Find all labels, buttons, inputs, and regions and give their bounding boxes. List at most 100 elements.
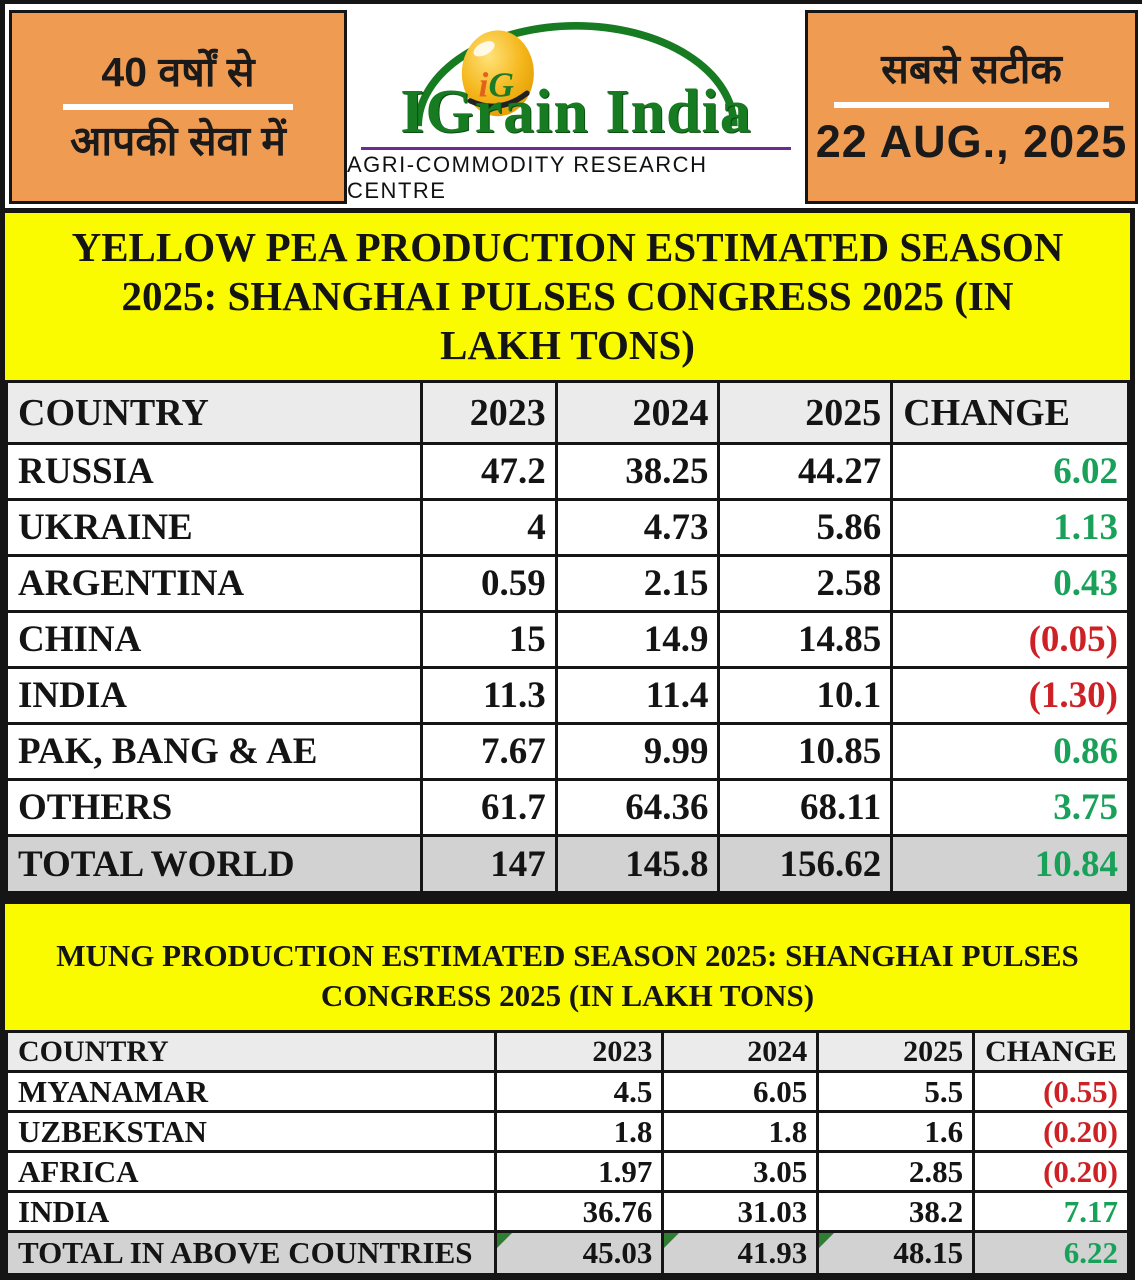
masthead: 40 वर्षों से आपकी सेवा में iG — [5, 4, 1142, 208]
mung-title-banner: MUNG PRODUCTION ESTIMATED SEASON 2025: S… — [5, 904, 1130, 1030]
brand-underline — [361, 146, 791, 150]
igrain-logo: iG IGrain India AGRI-COMMODITY RESEARCH … — [347, 10, 805, 204]
value-cell: 2.58 — [717, 554, 894, 613]
value-cell: 38.25 — [554, 442, 721, 501]
country-cell: TOTAL IN ABOVE COUNTRIES — [5, 1230, 498, 1276]
country-cell: UKRAINE — [5, 498, 424, 557]
table-row: UKRAINE 4 4.73 5.86 1.13 — [5, 498, 1130, 557]
change-cell: (0.20) — [972, 1110, 1130, 1153]
value-cell: 14.9 — [554, 610, 721, 669]
value-cell: 48.15 — [816, 1230, 976, 1276]
column-header-2024: 2024 — [554, 380, 721, 445]
value-cell: 1.6 — [816, 1110, 976, 1153]
change-cell: 3.75 — [890, 778, 1130, 837]
logo-monogram-i: i — [479, 65, 489, 104]
mung-table: COUNTRY 2023 2024 2025 CHANGE MYANAMAR 4.5 6.05… — [5, 1030, 1130, 1276]
table-row: MYANAMAR 4.5 6.05 5.5 (0.55) — [5, 1070, 1130, 1113]
country-cell: INDIA — [5, 666, 424, 725]
logo-arch-and-egg-icon: iG — [414, 21, 738, 127]
change-cell: (0.55) — [972, 1070, 1130, 1113]
value-cell: 2.15 — [554, 554, 721, 613]
issue-date: 22 AUG., 2025 — [815, 115, 1128, 167]
value-cell: 36.76 — [494, 1190, 665, 1233]
brand-tagline: AGRI-COMMODITY RESEARCH CENTRE — [347, 152, 708, 203]
country-cell: CHINA — [5, 610, 424, 669]
table-row: UZBEKSTAN 1.8 1.8 1.6 (0.20) — [5, 1110, 1130, 1153]
yellow-pea-section: YELLOW PEA PRODUCTION ESTIMATED SEASON 2… — [5, 208, 1135, 899]
value-cell: 145.8 — [554, 834, 721, 894]
masthead-left-box: 40 वर्षों से आपकी सेवा में — [9, 10, 347, 204]
value-cell: 38.2 — [816, 1190, 976, 1233]
country-cell: INDIA — [5, 1190, 498, 1233]
country-column-header: COUNTRY — [5, 1030, 498, 1073]
value-cell: 1.97 — [494, 1150, 665, 1193]
table-row: PAK, BANG & AE 7.67 9.99 10.85 0.86 — [5, 722, 1130, 781]
value-cell: 11.4 — [554, 666, 721, 725]
value-cell: 11.3 — [420, 666, 558, 725]
value-cell: 45.03 — [494, 1230, 665, 1276]
column-header-change: CHANGE — [972, 1030, 1130, 1073]
country-cell: ARGENTINA — [5, 554, 424, 613]
country-cell: PAK, BANG & AE — [5, 722, 424, 781]
country-column-header: COUNTRY — [5, 380, 424, 445]
value-cell: 6.05 — [661, 1070, 820, 1113]
change-cell: 7.17 — [972, 1190, 1130, 1233]
divider-line — [834, 101, 1109, 108]
value-cell: 1.8 — [661, 1110, 820, 1153]
table-row: AFRICA 1.97 3.05 2.85 (0.20) — [5, 1150, 1130, 1193]
table-row: ARGENTINA 0.59 2.15 2.58 0.43 — [5, 554, 1130, 613]
column-header-2023: 2023 — [420, 380, 558, 445]
header-row: COUNTRY 2023 2024 2025 CHANGE — [5, 1030, 1130, 1073]
change-cell: 6.22 — [972, 1230, 1130, 1276]
slogan-hindi: सबसे सटीक — [881, 46, 1062, 93]
change-cell: 0.86 — [890, 722, 1130, 781]
value-cell: 47.2 — [420, 442, 558, 501]
table-row: INDIA 36.76 31.03 38.2 7.17 — [5, 1190, 1130, 1233]
tagline-hindi-line2: आपकी सेवा में — [70, 118, 286, 164]
country-cell: AFRICA — [5, 1150, 498, 1193]
change-cell: 1.13 — [890, 498, 1130, 557]
brand-name: IGrain India — [400, 77, 752, 146]
change-cell: 6.02 — [890, 442, 1130, 501]
value-cell: 0.59 — [420, 554, 558, 613]
column-header-2024: 2024 — [661, 1030, 820, 1073]
country-cell: OTHERS — [5, 778, 424, 837]
change-cell: (1.30) — [890, 666, 1130, 725]
change-cell: (0.05) — [890, 610, 1130, 669]
column-header-change: CHANGE — [890, 380, 1130, 445]
country-cell: RUSSIA — [5, 442, 424, 501]
divider-line — [63, 104, 293, 110]
value-cell: 7.67 — [420, 722, 558, 781]
country-cell: MYANAMAR — [5, 1070, 498, 1113]
value-cell: 4 — [420, 498, 558, 557]
value-cell: 15 — [420, 610, 558, 669]
value-cell: 2.85 — [816, 1150, 976, 1193]
value-cell: 1.8 — [494, 1110, 665, 1153]
change-cell: (0.20) — [972, 1150, 1130, 1193]
value-cell: 68.11 — [717, 778, 894, 837]
value-cell: 10.1 — [717, 666, 894, 725]
value-cell: 14.85 — [717, 610, 894, 669]
tagline-hindi-line1: 40 वर्षों से — [101, 48, 255, 95]
change-cell: 0.43 — [890, 554, 1130, 613]
value-cell: 5.86 — [717, 498, 894, 557]
logo-monogram-g: G — [488, 65, 514, 104]
value-cell: 5.5 — [816, 1070, 976, 1113]
svg-text:iG: iG — [479, 65, 515, 104]
value-cell: 41.93 — [661, 1230, 820, 1276]
value-cell: 147 — [420, 834, 558, 894]
table-row: CHINA 15 14.9 14.85 (0.05) — [5, 610, 1130, 669]
value-cell: 4.5 — [494, 1070, 665, 1113]
column-header-2025: 2025 — [717, 380, 894, 445]
yellow-pea-table: COUNTRY 2023 2024 2025 CHANGE RUSSIA 47.2 38.25… — [5, 380, 1130, 894]
country-cell: TOTAL WORLD — [5, 834, 424, 894]
total-row: TOTAL WORLD 147 145.8 156.62 10.84 — [5, 834, 1130, 894]
table-row: OTHERS 61.7 64.36 68.11 3.75 — [5, 778, 1130, 837]
change-cell: 10.84 — [890, 834, 1130, 894]
yellow-pea-title: YELLOW PEA PRODUCTION ESTIMATED SEASON 2… — [71, 223, 1064, 369]
value-cell: 44.27 — [717, 442, 894, 501]
value-cell: 10.85 — [717, 722, 894, 781]
value-cell: 4.73 — [554, 498, 721, 557]
yellow-pea-title-banner: YELLOW PEA PRODUCTION ESTIMATED SEASON 2… — [5, 213, 1130, 380]
